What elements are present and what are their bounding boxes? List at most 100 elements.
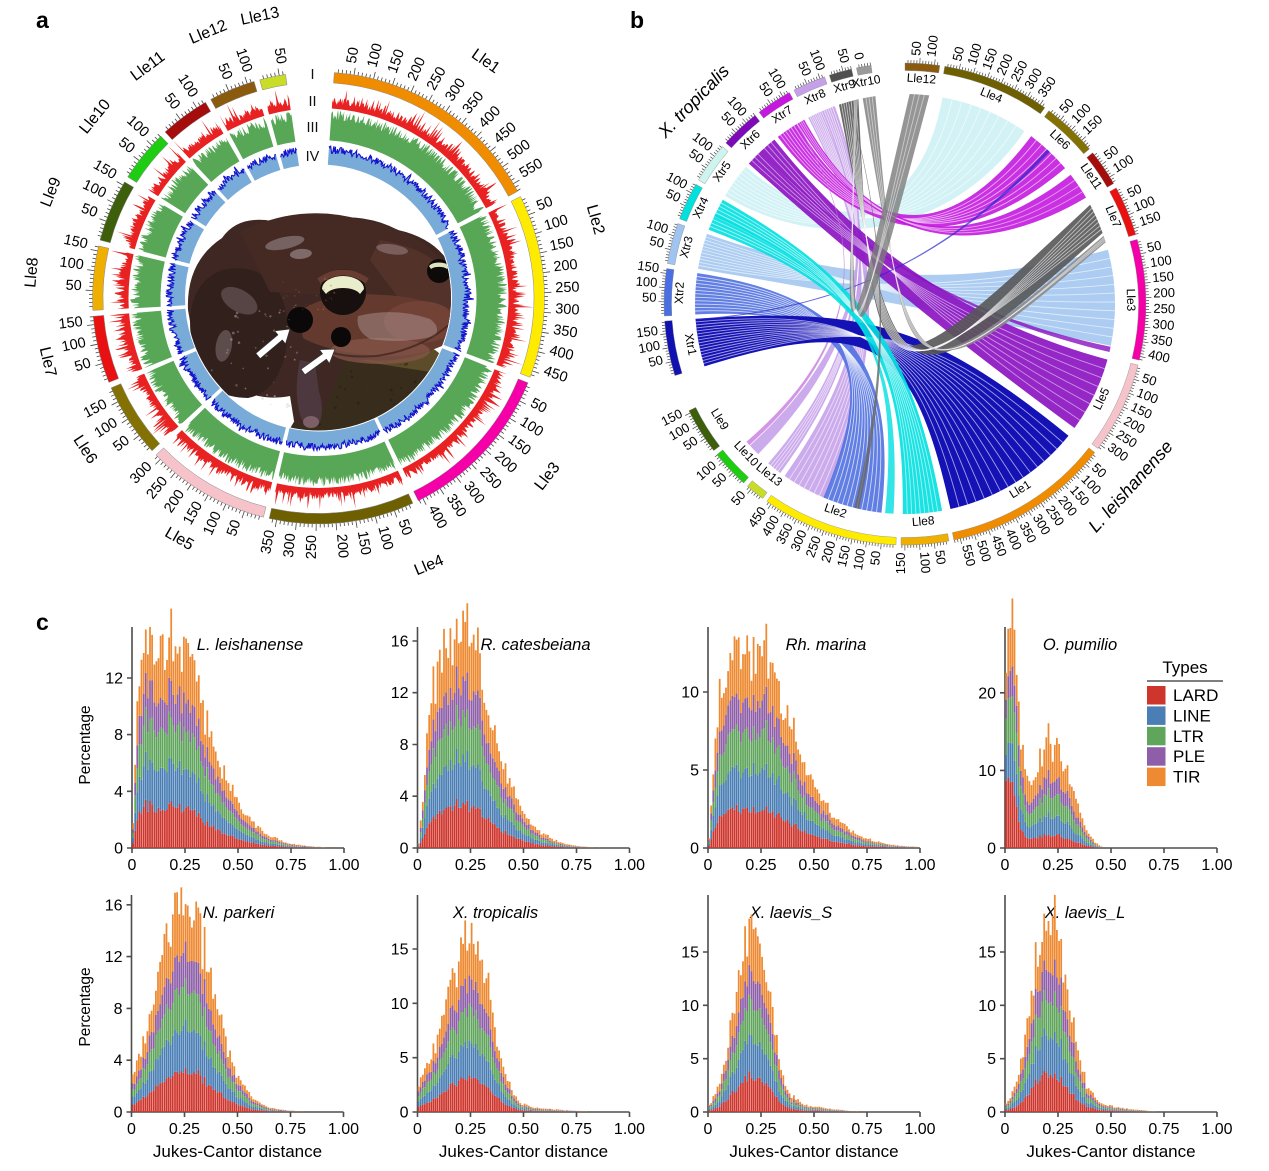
svg-text:50: 50 <box>1125 181 1144 201</box>
svg-text:1.00: 1.00 <box>614 1121 645 1138</box>
svg-text:0.50: 0.50 <box>798 857 829 874</box>
svg-text:II: II <box>308 94 316 110</box>
svg-text:450: 450 <box>542 363 570 386</box>
svg-text:150: 150 <box>1152 268 1175 285</box>
svg-text:0.25: 0.25 <box>745 857 776 874</box>
svg-text:Jukes-Cantor distance: Jukes-Cantor distance <box>1026 1142 1195 1161</box>
svg-text:10: 10 <box>681 998 699 1015</box>
svg-text:1.00: 1.00 <box>1201 1121 1232 1138</box>
svg-text:50: 50 <box>686 146 706 167</box>
svg-text:4: 4 <box>400 789 409 806</box>
svg-text:0: 0 <box>690 841 699 858</box>
svg-text:0: 0 <box>127 1121 136 1138</box>
svg-text:50: 50 <box>932 549 949 565</box>
svg-text:0.50: 0.50 <box>222 1121 253 1138</box>
svg-text:50: 50 <box>1101 142 1121 163</box>
svg-text:50: 50 <box>73 355 93 375</box>
svg-text:15: 15 <box>978 945 996 962</box>
svg-text:Percentage: Percentage <box>77 967 94 1046</box>
svg-text:Rh. marina: Rh. marina <box>786 636 867 654</box>
svg-text:100: 100 <box>645 216 670 237</box>
svg-text:Lle8: Lle8 <box>911 513 935 529</box>
svg-text:150: 150 <box>385 47 408 75</box>
svg-text:0: 0 <box>400 841 409 858</box>
svg-text:1.00: 1.00 <box>1201 857 1232 874</box>
svg-text:0.75: 0.75 <box>851 1121 882 1138</box>
svg-text:Xtr9: Xtr9 <box>832 76 857 95</box>
svg-text:0.50: 0.50 <box>1095 857 1126 874</box>
svg-text:Lle3: Lle3 <box>1124 288 1138 311</box>
svg-text:50: 50 <box>528 395 550 417</box>
svg-text:0.75: 0.75 <box>561 1121 592 1138</box>
svg-text:150: 150 <box>58 314 84 333</box>
svg-text:16: 16 <box>391 634 409 651</box>
svg-text:0: 0 <box>400 1105 409 1122</box>
svg-text:50: 50 <box>534 194 555 215</box>
svg-text:Xtr3: Xtr3 <box>677 234 696 259</box>
svg-text:50: 50 <box>161 90 184 113</box>
svg-text:I: I <box>310 67 314 83</box>
svg-text:150: 150 <box>979 46 1001 72</box>
svg-text:0: 0 <box>128 857 137 874</box>
svg-text:Jukes-Cantor distance: Jukes-Cantor distance <box>153 1142 322 1161</box>
svg-text:0: 0 <box>851 51 867 61</box>
svg-text:150: 150 <box>62 232 89 253</box>
svg-text:150: 150 <box>548 234 575 255</box>
svg-text:100: 100 <box>59 254 85 273</box>
svg-text:Lle7: Lle7 <box>36 345 60 378</box>
svg-text:Lle2: Lle2 <box>823 500 849 521</box>
svg-text:400: 400 <box>1147 346 1171 365</box>
svg-text:Jukes-Cantor distance: Jukes-Cantor distance <box>439 1142 608 1161</box>
svg-text:c: c <box>36 609 49 635</box>
svg-text:250: 250 <box>304 535 320 559</box>
svg-text:150: 150 <box>1137 208 1162 229</box>
svg-text:LTR: LTR <box>1173 727 1204 746</box>
svg-text:50: 50 <box>642 290 657 305</box>
svg-text:100: 100 <box>917 551 933 574</box>
svg-text:5: 5 <box>987 1051 996 1068</box>
svg-text:Lle12: Lle12 <box>906 71 937 87</box>
svg-text:100: 100 <box>365 42 386 69</box>
svg-text:50: 50 <box>214 61 235 82</box>
svg-text:0: 0 <box>114 841 123 858</box>
svg-text:Jukes-Cantor distance: Jukes-Cantor distance <box>729 1142 898 1161</box>
svg-text:400: 400 <box>548 343 575 364</box>
svg-text:0: 0 <box>690 1105 699 1122</box>
svg-text:50: 50 <box>394 517 414 538</box>
svg-text:LARD: LARD <box>1173 686 1218 705</box>
svg-text:550: 550 <box>959 543 979 568</box>
svg-text:50: 50 <box>344 46 362 64</box>
svg-text:10: 10 <box>978 763 996 780</box>
svg-text:0: 0 <box>1001 857 1010 874</box>
svg-text:300: 300 <box>555 301 580 319</box>
svg-text:0.75: 0.75 <box>275 857 306 874</box>
svg-text:150: 150 <box>834 544 853 568</box>
svg-text:IV: IV <box>306 149 320 165</box>
svg-text:L. leishanense: L. leishanense <box>197 636 303 654</box>
svg-text:100: 100 <box>1135 385 1161 407</box>
svg-text:20: 20 <box>978 685 996 702</box>
svg-text:Xtr10: Xtr10 <box>851 72 882 91</box>
svg-text:300: 300 <box>281 533 299 559</box>
svg-text:R. catesbeiana: R. catesbeiana <box>480 636 590 654</box>
svg-text:4: 4 <box>114 784 123 801</box>
svg-text:50: 50 <box>756 79 777 99</box>
svg-text:0: 0 <box>987 841 996 858</box>
svg-text:a: a <box>36 7 49 33</box>
svg-text:50: 50 <box>65 278 82 295</box>
svg-text:50: 50 <box>647 352 665 370</box>
svg-text:100: 100 <box>1149 252 1173 270</box>
svg-text:100: 100 <box>60 335 87 356</box>
svg-text:50: 50 <box>224 518 244 539</box>
svg-text:5: 5 <box>690 1051 699 1068</box>
svg-text:150: 150 <box>354 530 374 557</box>
svg-text:b: b <box>630 7 644 33</box>
svg-text:0: 0 <box>114 1105 123 1122</box>
svg-text:0.75: 0.75 <box>275 1121 306 1138</box>
svg-text:0.75: 0.75 <box>561 857 592 874</box>
svg-text:LINE: LINE <box>1173 706 1211 725</box>
svg-text:0: 0 <box>704 1121 713 1138</box>
svg-text:15: 15 <box>681 945 699 962</box>
svg-text:350: 350 <box>258 529 278 556</box>
svg-text:350: 350 <box>1150 331 1174 349</box>
